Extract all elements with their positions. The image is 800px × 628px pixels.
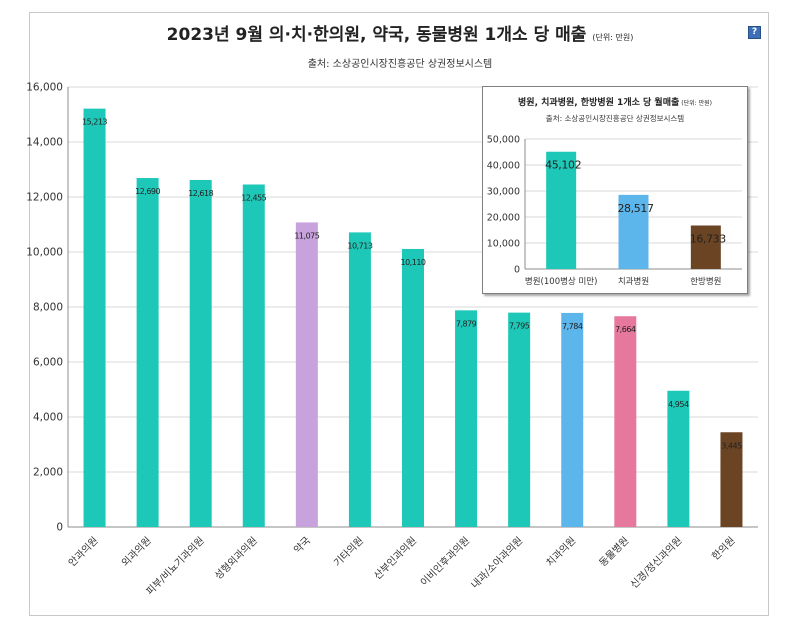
bar <box>618 194 649 269</box>
chart-unit: (단위: 만원) <box>592 33 634 42</box>
chart-title-text: 2023년 9월 의·치·한의원, 약국, 동물병원 1개소 당 매출 <box>166 25 587 45</box>
data-label: 11,075 <box>294 231 319 240</box>
inset-source: 출처: 소상공인시장진흥공단 상권정보시스템 <box>545 114 685 123</box>
data-label: 15,213 <box>82 118 107 127</box>
x-tick-label: 병원(100병상 미만) <box>525 276 597 287</box>
y-tick-label: 30,000 <box>487 187 520 198</box>
data-label: 10,110 <box>401 258 426 267</box>
data-label: 7,879 <box>456 319 477 328</box>
data-label: 7,784 <box>562 322 583 331</box>
bar <box>720 432 743 527</box>
y-tick-label: 2,000 <box>33 467 63 479</box>
chart-title: 2023년 9월 의·치·한의원, 약국, 동물병원 1개소 당 매출 (단위: … <box>0 20 800 45</box>
inset-title: 병원, 치과병원, 한방병원 1개소 당 월매출 (단위: 만원) <box>482 95 748 108</box>
bar <box>83 108 106 527</box>
y-tick-label: 6,000 <box>33 357 63 369</box>
inset-title-text: 병원, 치과병원, 한방병원 1개소 당 월매출 <box>518 98 680 108</box>
inset-unit: (단위: 만원) <box>681 100 712 107</box>
bar <box>189 180 212 527</box>
bar <box>455 310 478 527</box>
bar <box>614 316 637 527</box>
y-tick-label: 40,000 <box>487 161 520 172</box>
data-label: 7,664 <box>615 325 636 334</box>
y-tick-label: 50,000 <box>487 135 520 146</box>
y-tick-label: 0 <box>514 265 520 276</box>
data-label: 12,690 <box>135 187 160 196</box>
bar <box>667 390 690 527</box>
bar <box>508 312 531 527</box>
data-label: 16,733 <box>690 232 726 245</box>
data-label: 12,455 <box>241 193 266 202</box>
data-label: 12,618 <box>188 189 213 198</box>
bar <box>295 222 318 527</box>
y-tick-label: 10,000 <box>487 239 520 250</box>
y-tick-label: 4,000 <box>33 412 63 424</box>
data-label: 45,102 <box>545 159 581 172</box>
y-tick-label: 8,000 <box>33 302 63 314</box>
y-tick-label: 10,000 <box>26 247 63 259</box>
data-label: 3,445 <box>721 441 742 450</box>
x-tick-label: 치과병원 <box>618 277 649 287</box>
y-tick-label: 16,000 <box>26 82 63 94</box>
data-label: 10,713 <box>347 241 372 250</box>
bar <box>690 225 721 269</box>
bar <box>348 232 371 527</box>
bar <box>402 248 424 527</box>
data-label: 28,517 <box>617 202 653 215</box>
data-label: 4,954 <box>668 400 689 409</box>
bar <box>242 184 265 528</box>
bar <box>136 178 159 527</box>
chart-source: 출처: 소상공인시장진흥공단 상권정보시스템 <box>307 59 493 70</box>
y-tick-label: 0 <box>56 522 63 534</box>
y-tick-label: 12,000 <box>26 192 63 204</box>
data-label: 7,795 <box>509 322 530 331</box>
y-tick-label: 20,000 <box>487 213 520 224</box>
bar <box>561 312 584 527</box>
x-tick-label: 한방병원 <box>690 276 721 287</box>
y-tick-label: 14,000 <box>26 137 63 149</box>
info-icon[interactable]: ? <box>748 26 761 39</box>
bar <box>546 151 577 269</box>
